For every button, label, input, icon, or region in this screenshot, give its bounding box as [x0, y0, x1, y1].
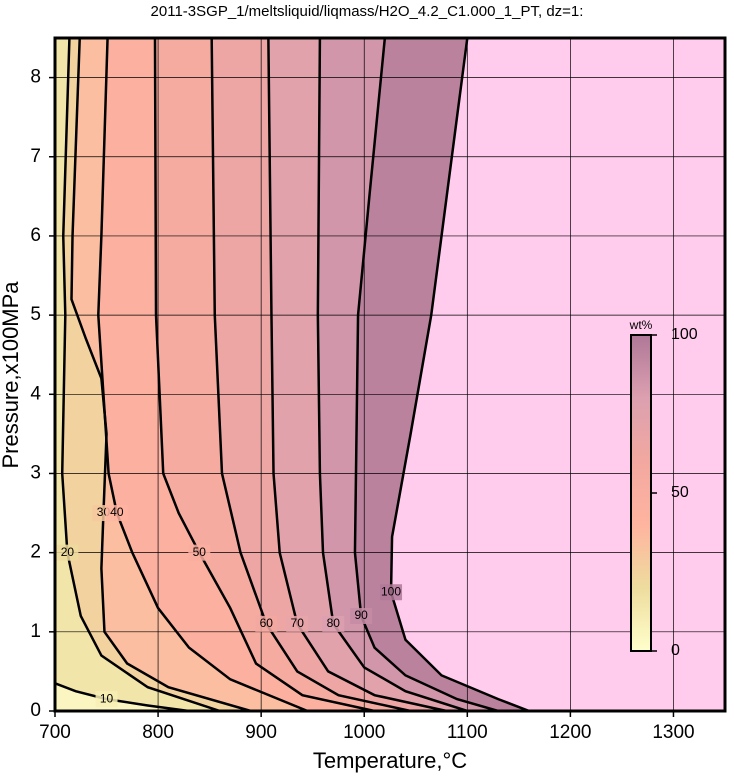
contour-label-bg	[56, 544, 79, 561]
colorbar-tick-label: 50	[671, 484, 689, 501]
contour-line	[210, 38, 411, 711]
x-tick-label: 1200	[549, 722, 591, 743]
x-tick-label: 800	[142, 722, 174, 743]
contour-label-bg	[255, 615, 278, 632]
contour-line	[353, 38, 499, 711]
y-tick-label: 2	[30, 542, 41, 563]
contour-line	[316, 38, 468, 711]
y-tick-label: 5	[30, 304, 41, 325]
y-tick-label: 6	[30, 225, 41, 246]
colorbar-tick-label: 0	[671, 642, 680, 659]
contour-label: 50	[193, 545, 207, 559]
contour-label: 10	[100, 691, 114, 705]
contour-label-bg	[105, 505, 128, 522]
contour-label: 70	[291, 616, 305, 630]
y-tick-label: 3	[30, 462, 41, 483]
contour-label-bg	[322, 615, 345, 632]
contour-label-bg	[95, 691, 118, 708]
x-tick-label: 900	[245, 722, 277, 743]
contour-label: 40	[110, 505, 124, 519]
contour-band	[55, 38, 220, 711]
contour-label-bg	[286, 615, 309, 632]
contour-label: 90	[354, 608, 368, 622]
contour-band	[55, 38, 308, 711]
y-tick-label: 1	[30, 621, 41, 642]
contour-label-bg	[188, 544, 211, 561]
x-tick-label: 1100	[447, 722, 488, 743]
contour-label: 20	[61, 545, 75, 559]
contour-label: 80	[327, 616, 341, 630]
y-tick-label: 7	[30, 146, 41, 167]
contour-line	[389, 38, 530, 711]
contour-label: 60	[260, 616, 274, 630]
chart-title: 2011-3SGP_1/meltsliquid/liqmass/H2O_4.2_…	[151, 3, 584, 20]
contour-line	[267, 38, 447, 711]
x-tick-label: 700	[39, 722, 71, 743]
x-axis-label: Temperature,°C	[313, 748, 467, 773]
plot-frame	[53, 36, 727, 713]
contour-band	[55, 683, 189, 711]
colorbar	[630, 334, 652, 652]
y-tick-label: 8	[30, 67, 41, 88]
contour-label: 100	[381, 584, 401, 598]
contour-label-bg	[350, 607, 373, 624]
contour-line	[70, 38, 252, 711]
colorbar-tick-label: 100	[671, 326, 698, 343]
x-tick-label: 1300	[652, 722, 694, 743]
contour-band	[55, 38, 375, 711]
contour-label-bg	[380, 584, 403, 601]
x-tick-label: 1000	[343, 722, 385, 743]
colorbar-label: wt%	[629, 318, 653, 332]
y-axis-label: Pressure,x100MPa	[0, 281, 23, 469]
y-tick-label: 0	[30, 700, 41, 721]
axes: 700 800 900 1000 1100 1200 1300 0 1 2 3 4 5 6 7 8 wt% 0 50…	[30, 36, 727, 743]
y-tick-label: 4	[30, 383, 41, 404]
